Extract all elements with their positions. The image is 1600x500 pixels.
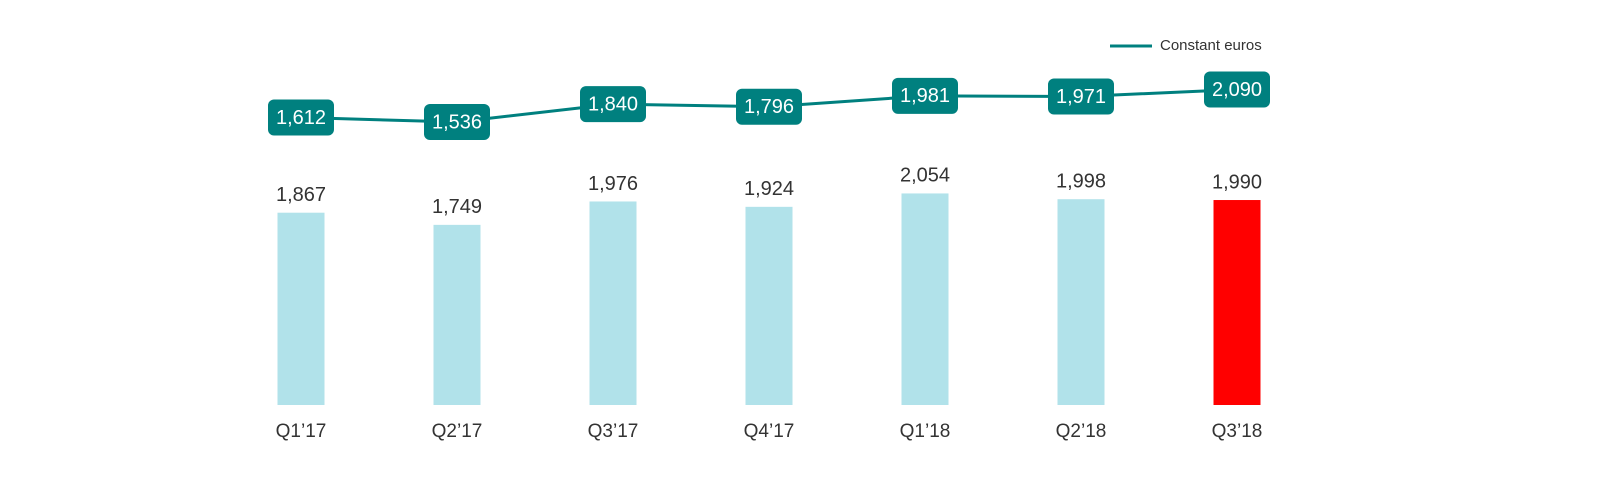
bar (277, 212, 325, 405)
bar (589, 201, 637, 405)
data-label-box (1204, 71, 1270, 108)
data-label: 2,090 (1212, 79, 1262, 101)
x-tick-label: Q2’18 (1056, 421, 1107, 442)
x-tick-label: Q3’17 (588, 421, 639, 442)
data-label: 1,796 (744, 96, 794, 118)
data-label: 1,990 (1212, 171, 1262, 193)
x-tick-label: Q2’17 (432, 421, 483, 442)
bar (1213, 200, 1261, 405)
data-label: 1,840 (588, 93, 638, 115)
data-label: 1,971 (1056, 86, 1106, 108)
data-label-box (580, 86, 646, 123)
bar (1057, 199, 1105, 405)
data-label-box (892, 77, 958, 114)
legend-label: Constant euros (1160, 37, 1262, 54)
x-tick-label: Q1’17 (276, 421, 327, 442)
data-label: 1,976 (588, 173, 638, 195)
data-label-box (736, 88, 802, 125)
bar (901, 193, 949, 405)
x-tick-label: Q4’17 (744, 421, 795, 442)
data-label: 1,536 (432, 111, 482, 133)
data-label: 1,749 (432, 196, 482, 218)
data-label: 1,924 (744, 178, 794, 200)
data-label-box (268, 99, 334, 136)
data-label: 1,867 (276, 184, 326, 206)
x-tick-label: Q3’18 (1212, 421, 1263, 442)
data-label-box (1048, 78, 1114, 115)
data-label-box (424, 103, 490, 140)
x-tick-label: Q1’18 (900, 421, 951, 442)
bar (745, 206, 793, 405)
data-label: 1,998 (1056, 170, 1106, 192)
data-label: 1,612 (276, 107, 326, 129)
data-label: 1,981 (900, 85, 950, 107)
bar (433, 224, 481, 405)
data-label: 2,054 (900, 165, 950, 187)
